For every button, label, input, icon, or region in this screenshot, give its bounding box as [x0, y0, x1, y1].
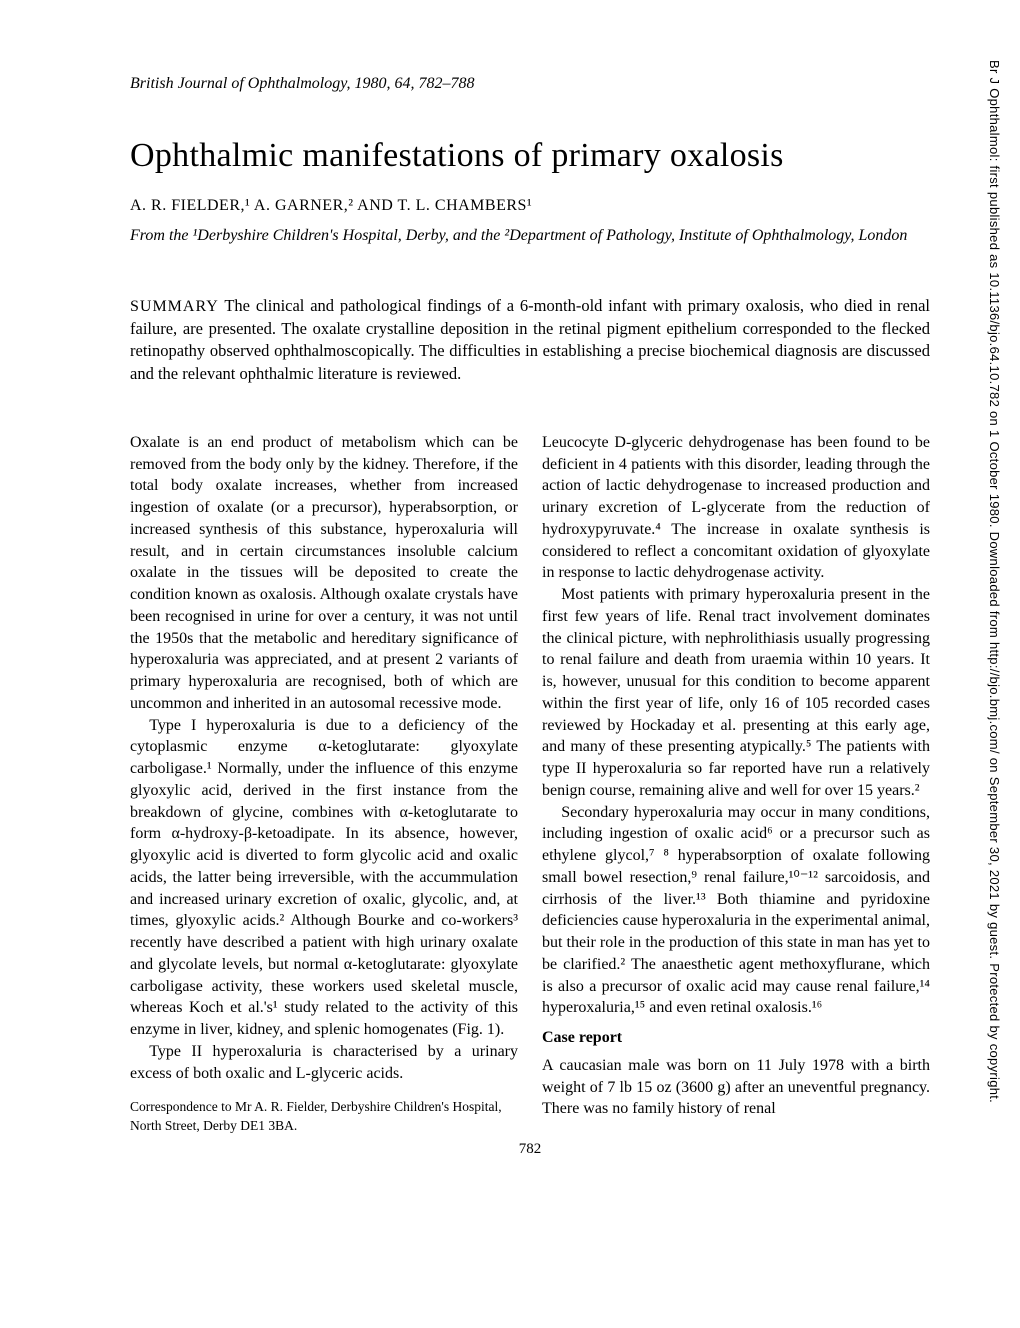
journal-citation: British Journal of Ophthalmology, 1980, …	[130, 75, 930, 93]
article-page: British Journal of Ophthalmology, 1980, …	[0, 0, 1020, 1188]
paragraph: Oxalate is an end product of metabolism …	[130, 432, 518, 715]
left-column: Oxalate is an end product of metabolism …	[130, 432, 518, 1135]
affiliations: From the ¹Derbyshire Children's Hospital…	[130, 225, 930, 247]
paragraph: Leucocyte D-glyceric dehydrogenase has b…	[542, 432, 930, 584]
summary-block: SUMMARY The clinical and pathological fi…	[130, 295, 930, 386]
paragraph: Secondary hyperoxaluria may occur in man…	[542, 802, 930, 1020]
summary-label: SUMMARY	[130, 298, 219, 315]
paragraph: Type II hyperoxaluria is characterised b…	[130, 1041, 518, 1085]
section-heading: Case report	[542, 1027, 930, 1049]
right-column: Leucocyte D-glyceric dehydrogenase has b…	[542, 432, 930, 1135]
paragraph: Type I hyperoxaluria is due to a deficie…	[130, 715, 518, 1041]
page-number: 782	[130, 1141, 930, 1158]
correspondence-note: Correspondence to Mr A. R. Fielder, Derb…	[130, 1098, 518, 1134]
body-columns: Oxalate is an end product of metabolism …	[130, 432, 930, 1135]
article-title: Ophthalmic manifestations of primary oxa…	[130, 137, 930, 175]
paragraph: A caucasian male was born on 11 July 197…	[542, 1055, 930, 1120]
authors-line: A. R. FIELDER,¹ A. GARNER,² AND T. L. CH…	[130, 197, 930, 215]
summary-body: The clinical and pathological findings o…	[130, 296, 930, 384]
paragraph: Most patients with primary hyperoxaluria…	[542, 584, 930, 802]
download-provenance-sidebar: Br J Ophthalmol: first published as 10.1…	[987, 60, 1002, 1300]
